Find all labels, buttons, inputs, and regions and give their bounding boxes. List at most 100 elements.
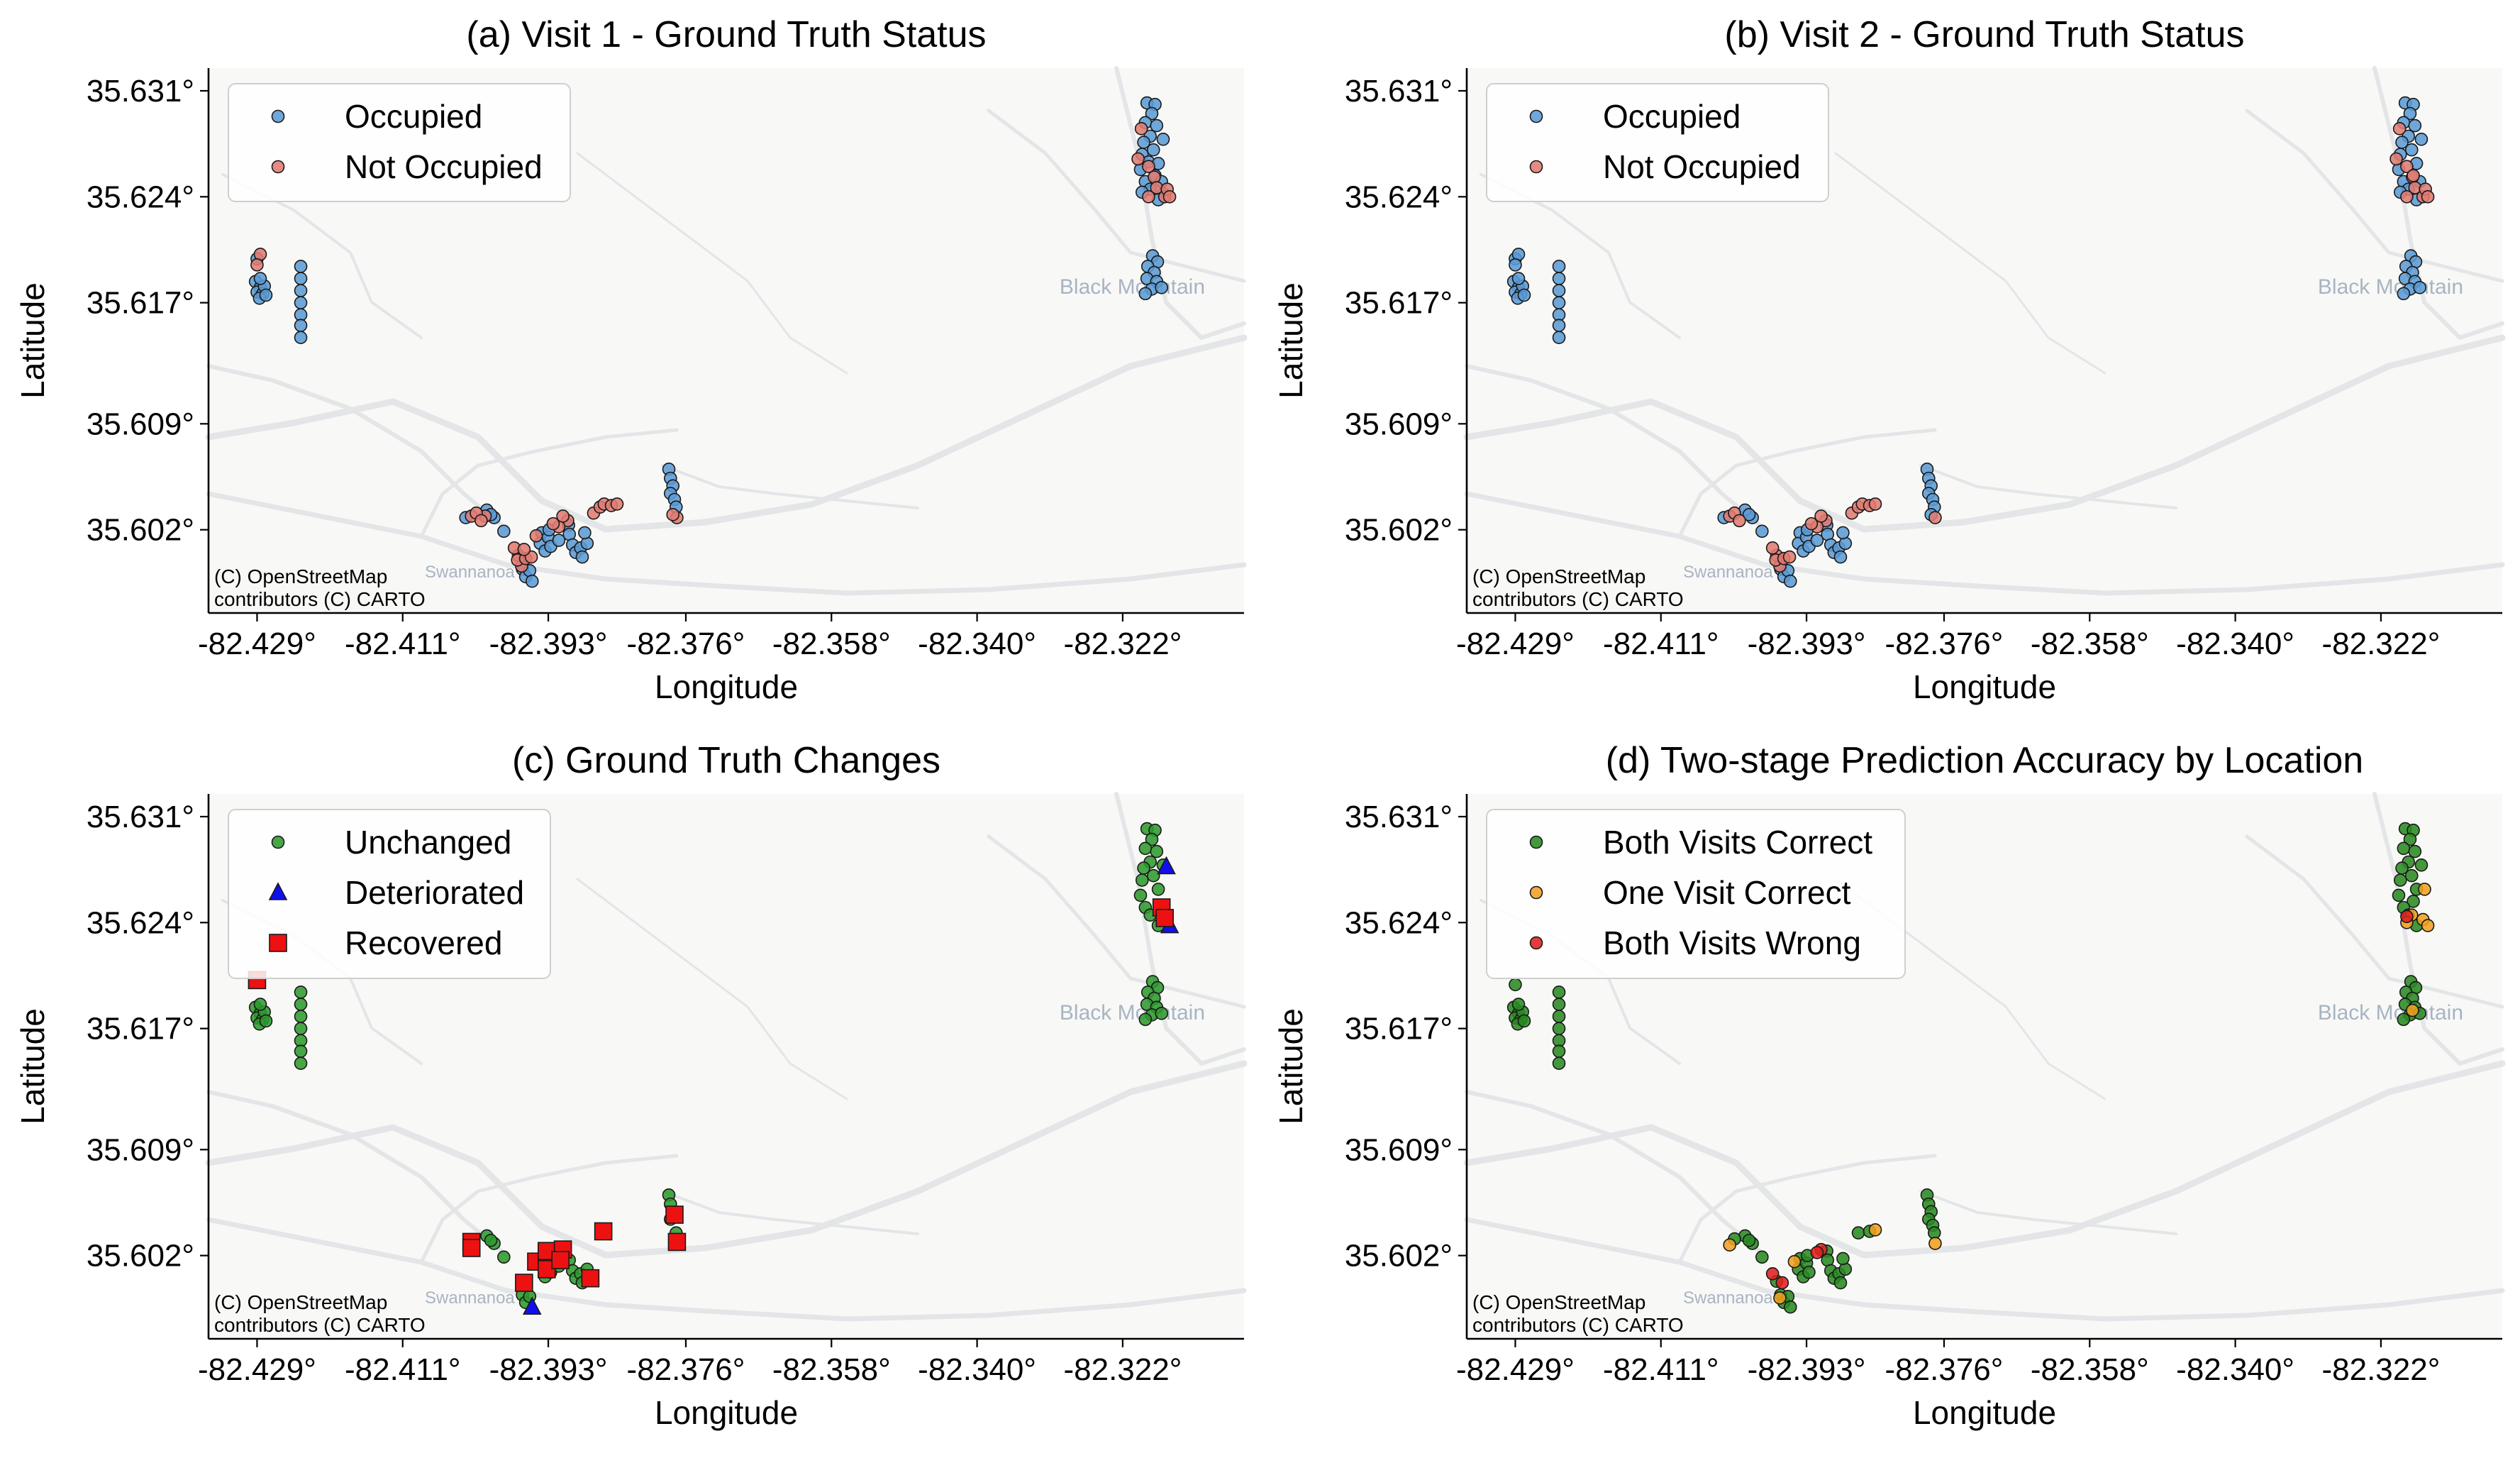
road-5 [2245,109,2504,283]
point-occupied [525,574,539,588]
y-tick-label: 35.631° [1345,800,1453,834]
place-label-black-mountain: Black Mountain [2318,275,2463,299]
point-occupied [1552,284,1566,297]
road-5 [987,109,1246,283]
point-not-occupied [1134,122,1148,136]
x-tick-label: -82.411° [1603,1352,1719,1387]
point-both-visits-wrong [1810,1246,1824,1259]
x-axis-label: Longitude [655,668,798,705]
legend-frame [228,809,551,979]
legend-marker-one-visit-correct [1529,885,1543,900]
point-both-visits-correct [1802,1265,1816,1279]
point-not-occupied [1782,550,1797,564]
legend-marker-recovered [269,934,287,952]
point-not-occupied [1142,160,1155,173]
attribution-line-2: contributors (C) CARTO [214,588,426,610]
x-tick-label: -82.340° [918,1352,1036,1387]
x-axis-label: Longitude [655,1394,798,1431]
panel-d: Black Mountain Swannanoa (C) OpenStreetMap… [1272,740,2506,1431]
point-occupied [497,524,511,539]
x-tick-label: -82.376° [627,626,745,661]
place-label-swannanoa: Swannanoa [1683,563,1773,582]
x-tick-label: -82.393° [1748,626,1866,661]
legend-label: Unchanged [345,824,511,861]
point-occupied [259,288,273,302]
road-8 [661,1190,919,1235]
point-not-occupied [529,529,543,543]
road-5 [2245,834,2504,1009]
road-8 [1919,1190,2177,1235]
point-not-occupied [517,543,531,556]
point-occupied [2403,106,2417,121]
point-not-occupied [1162,190,1177,204]
attribution-line-2: contributors (C) CARTO [1472,588,1684,610]
legend-label: One Visit Correct [1603,874,1851,911]
panel-title: (d) Two-stage Prediction Accuracy by Loc… [1606,740,2363,781]
point-not-occupied [2400,160,2414,173]
y-axis-label: Latitude [1272,282,1309,399]
x-tick-label: -82.358° [2031,1352,2149,1387]
y-axis-label: Latitude [14,1008,51,1125]
point-one-visit-correct [1868,1223,1882,1237]
road-3 [1677,428,1937,539]
series-not-occupied [250,122,1177,573]
series-both-visits-wrong [1765,910,2414,1290]
x-tick-label: -82.322° [1063,626,1182,661]
legend-marker-not-occupied [1529,160,1543,174]
y-tick-label: 35.602° [1345,513,1453,548]
point-recovered [1155,909,1175,927]
point-occupied [2408,118,2422,133]
point-both-visits-correct [2403,832,2417,846]
x-axis-label: Longitude [1913,1394,2056,1431]
y-tick-label: 35.609° [87,407,194,441]
point-one-visit-correct [2406,1003,2419,1017]
legend-marker-deteriorated [268,882,288,900]
y-axis-label: Latitude [14,282,51,399]
point-one-visit-correct [1723,1238,1737,1252]
road-2 [206,1090,509,1257]
point-occupied [1755,524,1769,539]
point-both-visits-wrong [1775,1276,1789,1290]
point-occupied [294,260,308,273]
point-unchanged [484,1234,498,1247]
point-occupied [580,536,594,551]
point-not-occupied [666,508,680,521]
point-unchanged [1135,873,1149,887]
y-tick-label: 35.602° [1345,1239,1453,1274]
legend-marker-unchanged [271,835,285,849]
y-tick-label: 35.617° [87,1012,194,1046]
legend: Unchanged Deteriorated Recovered [228,809,551,979]
point-occupied [1742,508,1756,521]
road-5 [987,834,1246,1009]
panel-title: (a) Visit 1 - Ground Truth Status [466,14,986,55]
point-unchanged [294,1056,308,1071]
road-2 [1465,1090,1767,1257]
legend-label: Not Occupied [345,148,543,185]
point-occupied [1150,118,1164,133]
y-tick-label: 35.609° [1345,407,1453,441]
point-unchanged [253,998,267,1011]
point-one-visit-correct [1928,1237,1942,1250]
y-tick-label: 35.631° [87,800,194,834]
point-both-visits-correct [2407,895,2420,908]
point-not-occupied [1804,517,1819,531]
point-both-visits-correct [1755,1250,1769,1264]
place-label-swannanoa: Swannanoa [425,563,515,582]
point-unchanged [1133,888,1148,902]
legend-label: Not Occupied [1603,148,1801,185]
panel-title: (c) Ground Truth Changes [512,740,940,781]
point-both-visits-correct [1838,1262,1853,1276]
x-tick-label: -82.411° [1603,626,1719,661]
legend-label: Both Visits Correct [1603,824,1872,861]
point-occupied [294,331,308,345]
point-occupied [1156,132,1170,146]
road-7 [576,878,848,1100]
point-both-visits-correct [1833,1276,1848,1290]
x-tick-label: -82.411° [345,626,461,661]
point-not-occupied [546,517,560,531]
point-unchanged [1146,868,1160,883]
x-tick-label: -82.340° [2176,1352,2294,1387]
attribution-line-1: (C) OpenStreetMap [214,1291,387,1313]
x-tick-label: -82.322° [2321,626,2440,661]
legend: Occupied Not Occupied [1486,83,1829,202]
